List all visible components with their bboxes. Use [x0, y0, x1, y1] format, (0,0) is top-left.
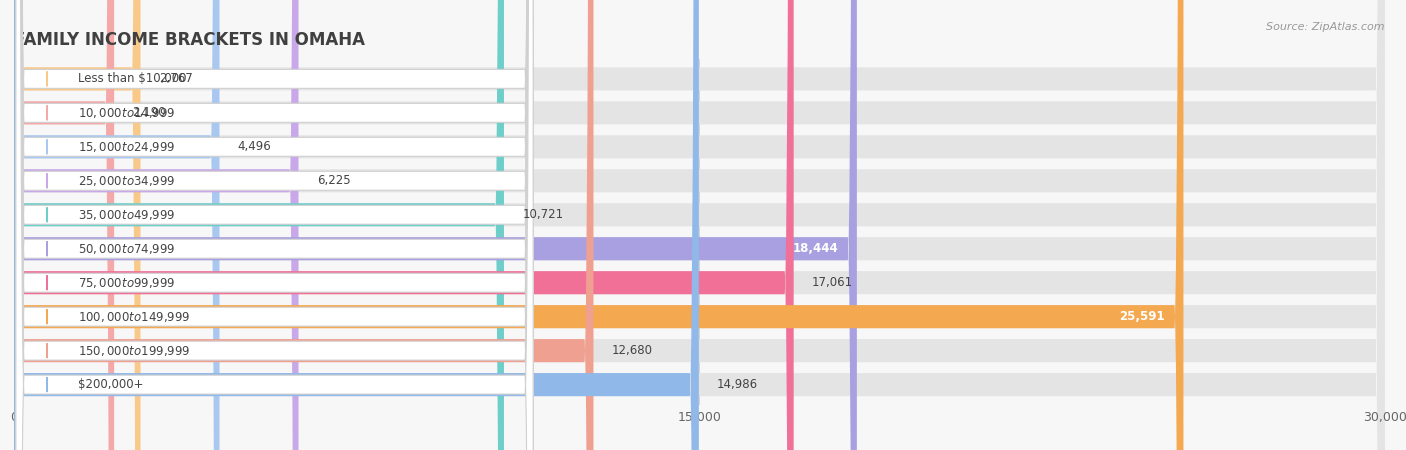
FancyBboxPatch shape — [14, 0, 1385, 450]
FancyBboxPatch shape — [14, 0, 856, 450]
FancyBboxPatch shape — [14, 0, 1385, 450]
FancyBboxPatch shape — [14, 0, 699, 450]
Text: 2,767: 2,767 — [159, 72, 193, 86]
Text: 18,444: 18,444 — [793, 242, 838, 255]
Text: 17,061: 17,061 — [811, 276, 853, 289]
FancyBboxPatch shape — [14, 0, 1184, 450]
Text: $50,000 to $74,999: $50,000 to $74,999 — [79, 242, 176, 256]
Text: 4,496: 4,496 — [238, 140, 271, 153]
Text: $150,000 to $199,999: $150,000 to $199,999 — [79, 344, 191, 358]
FancyBboxPatch shape — [14, 0, 1385, 450]
Text: 14,986: 14,986 — [717, 378, 758, 391]
FancyBboxPatch shape — [14, 0, 1385, 450]
Text: Less than $10,000: Less than $10,000 — [79, 72, 187, 86]
FancyBboxPatch shape — [14, 0, 219, 450]
Text: $200,000+: $200,000+ — [79, 378, 143, 391]
Text: $35,000 to $49,999: $35,000 to $49,999 — [79, 208, 176, 222]
FancyBboxPatch shape — [15, 0, 533, 450]
Text: 10,721: 10,721 — [522, 208, 564, 221]
FancyBboxPatch shape — [14, 0, 503, 450]
FancyBboxPatch shape — [14, 0, 1385, 450]
FancyBboxPatch shape — [15, 0, 533, 450]
Text: $10,000 to $14,999: $10,000 to $14,999 — [79, 106, 176, 120]
Text: Source: ZipAtlas.com: Source: ZipAtlas.com — [1267, 22, 1385, 32]
FancyBboxPatch shape — [15, 0, 533, 450]
Text: 12,680: 12,680 — [612, 344, 652, 357]
Text: 2,190: 2,190 — [132, 106, 166, 119]
FancyBboxPatch shape — [14, 0, 793, 450]
FancyBboxPatch shape — [14, 0, 593, 450]
FancyBboxPatch shape — [15, 0, 533, 450]
FancyBboxPatch shape — [15, 0, 533, 450]
Text: $75,000 to $99,999: $75,000 to $99,999 — [79, 276, 176, 290]
FancyBboxPatch shape — [15, 0, 533, 450]
FancyBboxPatch shape — [15, 0, 533, 450]
Text: FAMILY INCOME BRACKETS IN OMAHA: FAMILY INCOME BRACKETS IN OMAHA — [14, 31, 366, 49]
FancyBboxPatch shape — [14, 0, 298, 450]
Text: $25,000 to $34,999: $25,000 to $34,999 — [79, 174, 176, 188]
FancyBboxPatch shape — [14, 0, 1385, 450]
FancyBboxPatch shape — [15, 0, 533, 450]
Text: $100,000 to $149,999: $100,000 to $149,999 — [79, 310, 191, 324]
FancyBboxPatch shape — [14, 0, 1385, 450]
FancyBboxPatch shape — [15, 0, 533, 450]
Text: 6,225: 6,225 — [316, 174, 350, 187]
FancyBboxPatch shape — [14, 0, 1385, 450]
Text: $15,000 to $24,999: $15,000 to $24,999 — [79, 140, 176, 154]
FancyBboxPatch shape — [14, 0, 141, 450]
FancyBboxPatch shape — [14, 0, 114, 450]
FancyBboxPatch shape — [15, 0, 533, 450]
FancyBboxPatch shape — [14, 0, 1385, 450]
FancyBboxPatch shape — [14, 0, 1385, 450]
Text: 25,591: 25,591 — [1119, 310, 1166, 323]
